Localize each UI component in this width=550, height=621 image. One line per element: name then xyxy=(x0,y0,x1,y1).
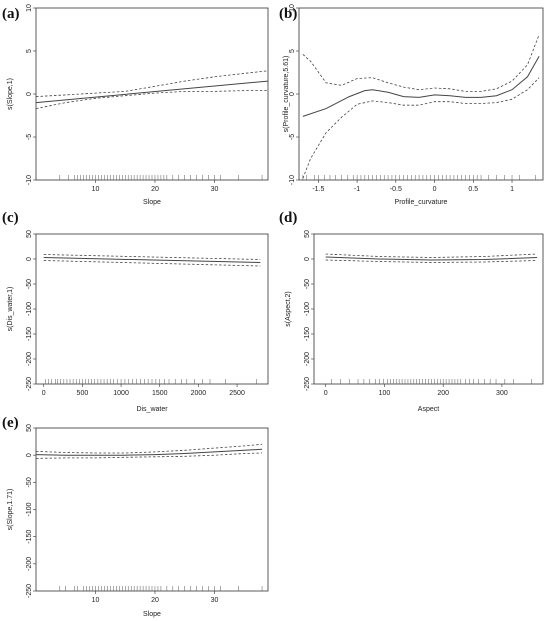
x-tick-label: -0.5 xyxy=(390,186,402,193)
y-tick-label: 50 xyxy=(26,230,33,238)
x-tick-label: 1500 xyxy=(152,390,168,397)
y-axis-title: s(Aspect,2) xyxy=(285,291,292,326)
y-tick-label: -50 xyxy=(304,279,311,289)
y-tick-label: -100 xyxy=(304,302,311,316)
upper-confidence-band xyxy=(302,34,540,92)
y-tick-label: -250 xyxy=(26,584,33,598)
lower-confidence-band xyxy=(302,77,540,179)
y-tick-label: -200 xyxy=(26,557,33,571)
x-tick-label: -1 xyxy=(354,186,360,193)
panel-label: (e) xyxy=(2,415,19,431)
panel-1: (a) -10 -5 0 5 10 10 20 30 Slope s(Slope,1) xyxy=(2,4,269,206)
y-tick-label: -5 xyxy=(26,134,33,140)
rug-plot xyxy=(59,175,263,180)
lower-confidence-band xyxy=(325,259,538,263)
x-tick-label: 10 xyxy=(92,597,100,604)
x-tick-label: 300 xyxy=(496,390,508,397)
y-axis-title: s(Slope,1) xyxy=(7,78,14,110)
panel-label: (a) xyxy=(2,6,20,22)
x-tick-label: 0 xyxy=(324,390,328,397)
y-tick-label: 0 xyxy=(26,257,33,261)
x-tick-label: 100 xyxy=(379,390,391,397)
y-tick-label: -100 xyxy=(26,502,33,516)
smooth-fit-line xyxy=(43,257,261,263)
x-axis-title: Slope xyxy=(143,611,161,618)
y-tick-label: -50 xyxy=(26,477,33,487)
x-tick-label: 10 xyxy=(92,186,100,193)
panel-label: (d) xyxy=(279,210,297,226)
smooth-fit-line xyxy=(35,448,263,456)
y-tick-label: -10 xyxy=(26,175,33,185)
y-tick-label: -250 xyxy=(304,377,311,391)
plot-frame xyxy=(35,7,269,181)
x-axis-title: Slope xyxy=(143,199,161,206)
y-tick-label: -200 xyxy=(26,352,33,366)
y-axis-title: s(Profile_curvature,5.61) xyxy=(283,56,290,133)
panel-4: (d) -250 -200 -150 -100 -50 0 50 0 100 200 300 Aspec… xyxy=(279,210,544,413)
plot-frame xyxy=(35,427,269,592)
upper-confidence-band xyxy=(43,254,261,260)
y-tick-label: 10 xyxy=(26,4,33,12)
y-axis-title: s(Dis_water,1) xyxy=(7,287,14,332)
panel-label: (b) xyxy=(279,6,297,22)
x-tick-label: 0 xyxy=(433,186,437,193)
rug-plot xyxy=(331,379,532,384)
x-tick-label: 500 xyxy=(77,390,89,397)
x-tick-label: 0 xyxy=(42,390,46,397)
y-tick-label: 50 xyxy=(304,230,311,238)
y-tick-label: 10 xyxy=(289,4,296,12)
y-tick-label: 50 xyxy=(26,424,33,432)
y-tick-label: -100 xyxy=(26,302,33,316)
x-tick-label: 2000 xyxy=(191,390,207,397)
x-axis-title: Aspect xyxy=(418,406,439,413)
x-tick-label: -1.5 xyxy=(312,186,324,193)
smooth-fit-line xyxy=(325,256,538,261)
x-tick-label: 2500 xyxy=(229,390,245,397)
upper-confidence-band xyxy=(325,253,538,258)
y-tick-label: -250 xyxy=(26,377,33,391)
y-tick-label: -150 xyxy=(26,327,33,341)
x-tick-label: 1000 xyxy=(113,390,129,397)
y-tick-label: 5 xyxy=(26,49,33,53)
x-tick-label: 30 xyxy=(211,186,219,193)
plot-frame xyxy=(313,233,544,385)
y-tick-label: -50 xyxy=(26,279,33,289)
y-tick-label: 0 xyxy=(26,453,33,457)
lower-confidence-band xyxy=(43,260,261,267)
x-tick-label: 30 xyxy=(211,597,219,604)
y-tick-label: -200 xyxy=(304,352,311,366)
rug-plot xyxy=(302,175,536,180)
y-axis-title: s(Slope,1.71) xyxy=(7,489,14,531)
y-tick-label: 0 xyxy=(289,92,296,96)
x-tick-label: 0.5 xyxy=(468,186,478,193)
lower-confidence-band xyxy=(35,90,268,109)
y-tick-label: -150 xyxy=(304,327,311,341)
x-tick-label: 20 xyxy=(151,597,159,604)
x-axis-title: Dis_water xyxy=(136,406,168,413)
lower-confidence-band xyxy=(35,452,263,459)
panel-label: (c) xyxy=(2,210,19,226)
rug-plot xyxy=(45,379,257,384)
rug-plot xyxy=(59,586,263,591)
y-tick-label: -10 xyxy=(289,175,296,185)
y-tick-label: -150 xyxy=(26,530,33,544)
upper-confidence-band xyxy=(35,443,263,454)
panel-5: (e) -250 -200 -150 -100 -50 0 50 10 20 30 Slope s(Sl… xyxy=(2,415,269,618)
plot-frame xyxy=(298,7,544,181)
smooth-fit-line xyxy=(302,55,540,117)
y-tick-label: 0 xyxy=(26,92,33,96)
x-tick-label: 200 xyxy=(437,390,449,397)
panel-2: (b) -10 -5 0 5 10 -1.5 -1 -0.5 0 0.5 1 Profile_curva… xyxy=(279,4,544,206)
plot-frame xyxy=(35,233,269,385)
smooth-fit-line xyxy=(35,80,269,104)
upper-confidence-band xyxy=(35,70,269,97)
x-tick-label: 20 xyxy=(151,186,159,193)
y-tick-label: 0 xyxy=(304,257,311,261)
x-tick-label: 1 xyxy=(510,186,514,193)
y-tick-label: -5 xyxy=(289,134,296,140)
x-axis-title: Profile_curvature xyxy=(395,199,448,206)
y-tick-label: 5 xyxy=(289,49,296,53)
